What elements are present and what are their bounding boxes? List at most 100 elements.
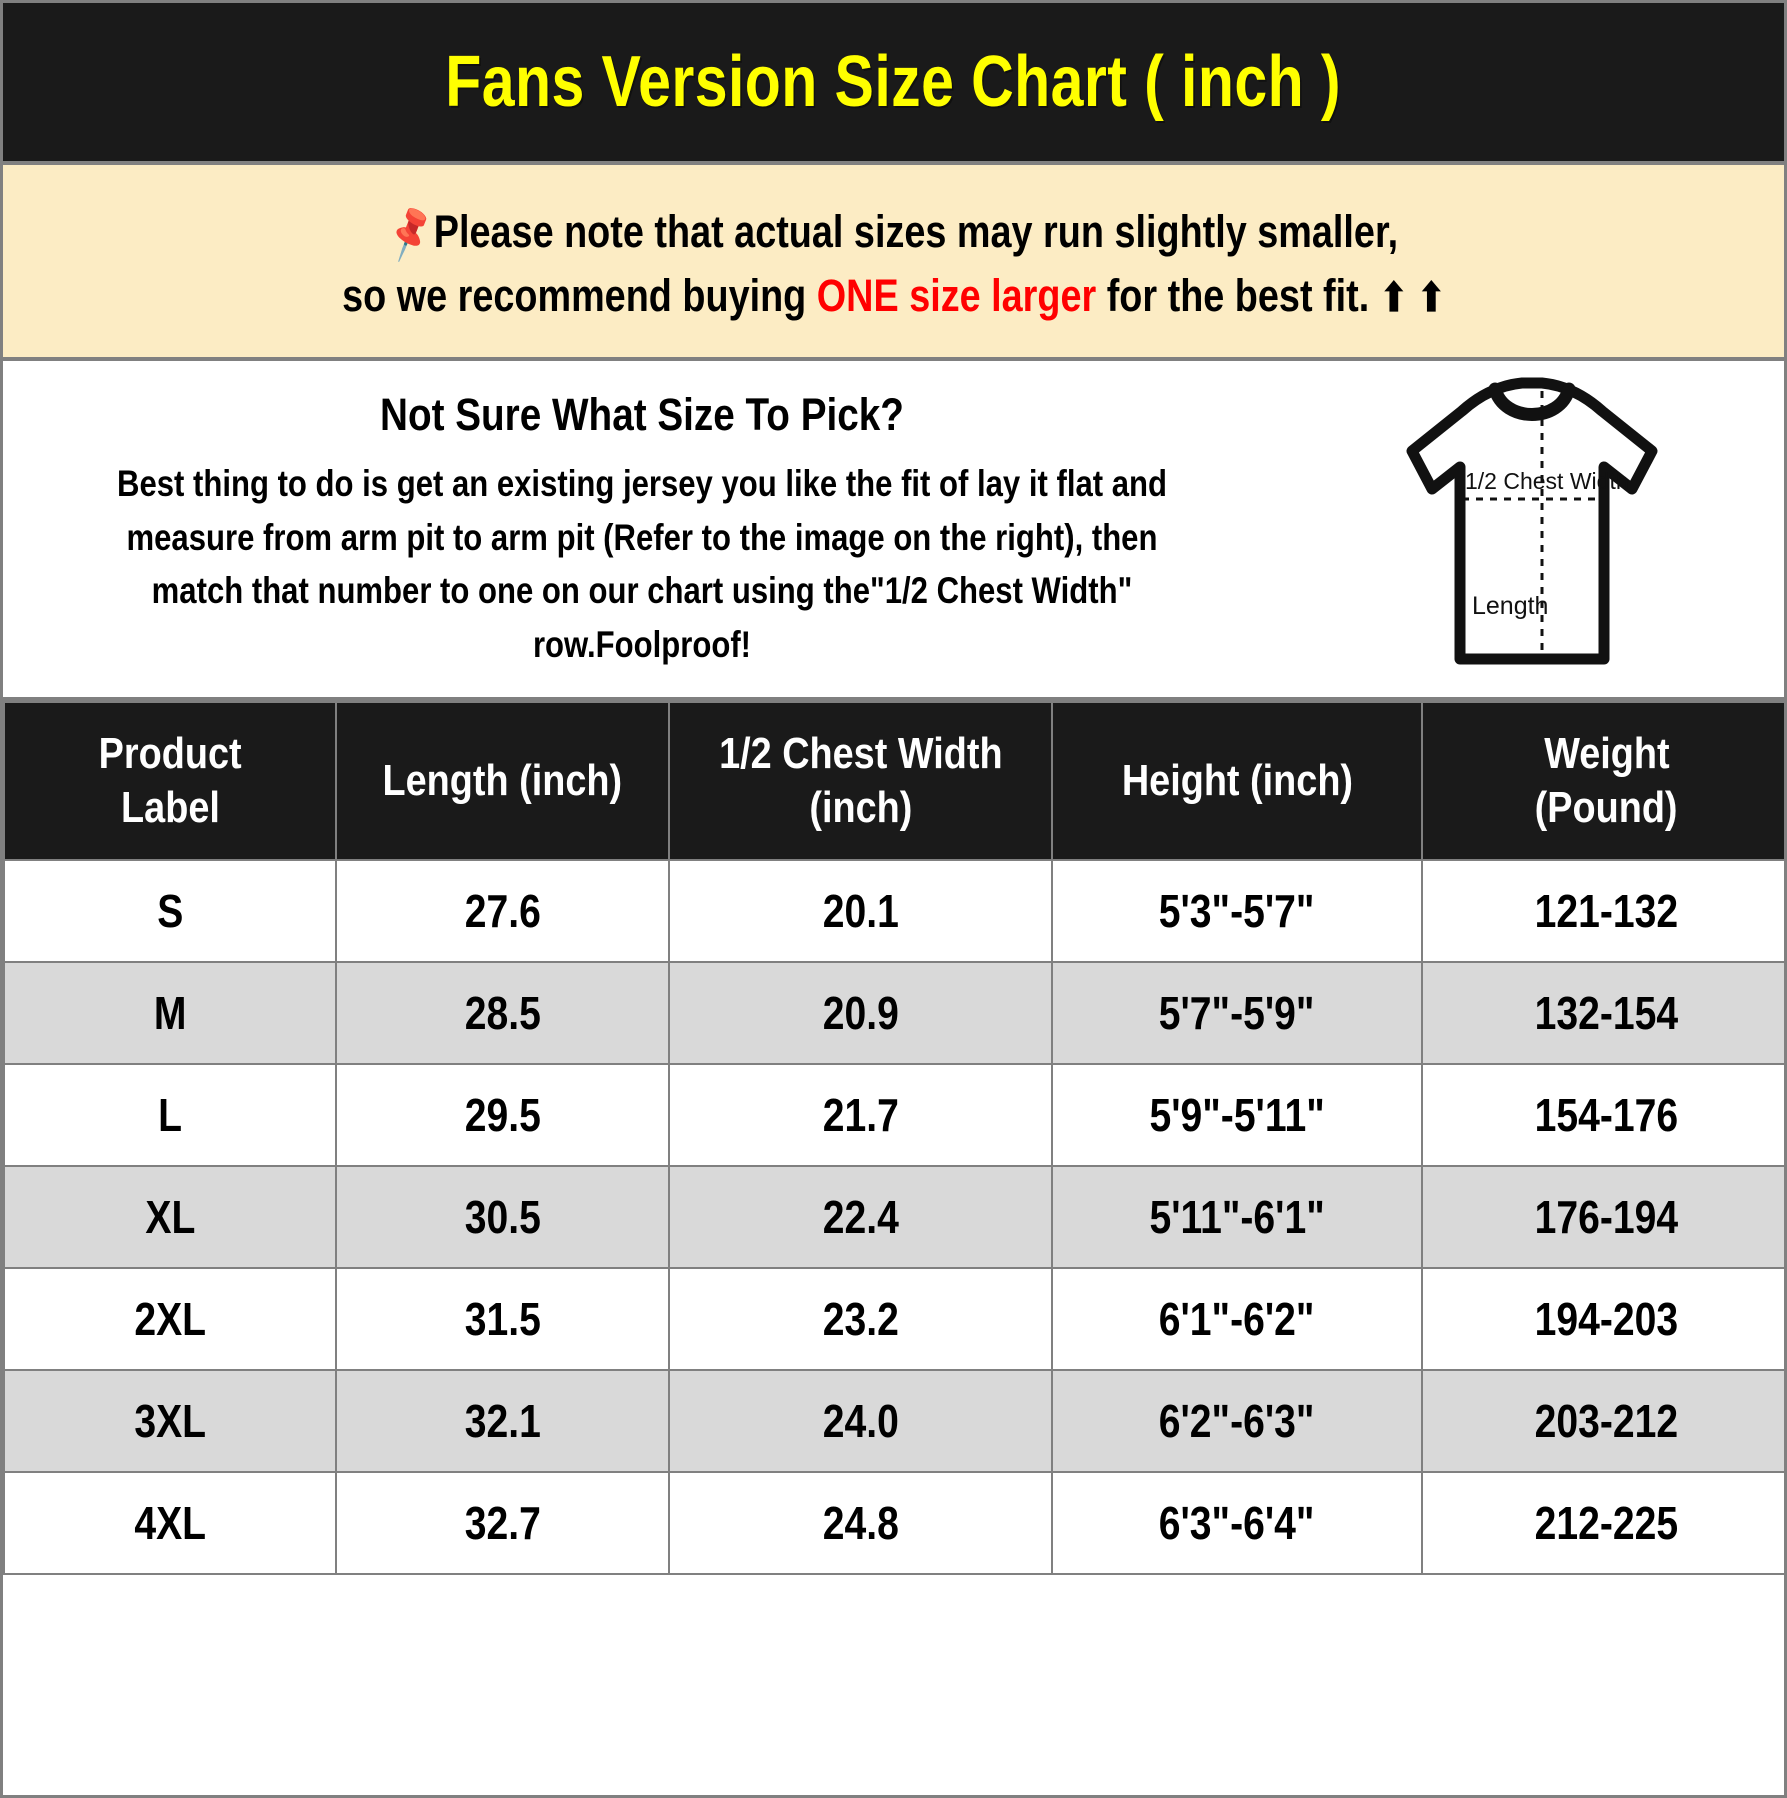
value: L [158,1089,182,1141]
cell-weight: 121-132 [1421,859,1784,963]
table-header-row: Product Label Length (inch) 1/2 Chest Wi… [3,701,1784,861]
value: 212-225 [1534,1497,1679,1549]
cell-product-label: 2XL [3,1267,337,1371]
cell-weight: 203-212 [1421,1369,1784,1473]
chest-width-label: 1/2 Chest Width [1465,468,1629,494]
value: 23.2 [822,1293,899,1345]
value: 6'2"-6'3" [1159,1395,1315,1447]
value: 5'7"-5'9" [1159,987,1315,1039]
page-title: Fans Version Size Chart ( inch ) [445,42,1342,122]
table-body: S 27.6 20.1 5'3"-5'7" 121-132 M 28.5 20.… [3,859,1784,1575]
value: 154-176 [1534,1089,1679,1141]
header-line-2: (inch) [808,783,912,832]
cell-half-chest: 24.0 [668,1369,1053,1473]
header-line-1: Height (inch) [1121,756,1353,806]
value: 24.0 [822,1395,899,1447]
table-row: 3XL 32.1 24.0 6'2"-6'3" 203-212 [3,1369,1784,1473]
value: 5'11"-6'1" [1149,1191,1325,1243]
column-header-weight: Weight (Pound) [1421,701,1784,861]
value: 3XL [134,1395,206,1447]
table-row: M 28.5 20.9 5'7"-5'9" 132-154 [3,961,1784,1065]
cell-height: 6'3"-6'4" [1051,1471,1423,1575]
cell-length: 31.5 [335,1267,670,1371]
cell-product-label: XL [3,1165,337,1269]
value: 22.4 [822,1191,899,1243]
value: 194-203 [1534,1293,1679,1345]
cell-weight: 132-154 [1421,961,1784,1065]
note-line-1-text: Please note that actual sizes may run sl… [434,206,1399,258]
value: S [156,885,184,937]
table-row: 2XL 31.5 23.2 6'1"-6'2" 194-203 [3,1267,1784,1371]
header-line-2: (Pound) [1535,783,1678,832]
value: XL [145,1191,195,1243]
cell-height: 5'9"-5'11" [1051,1063,1423,1167]
cell-weight: 212-225 [1421,1471,1784,1575]
cell-half-chest: 24.8 [668,1471,1053,1575]
header-line-1: Length (inch) [382,756,623,806]
header-line-1: 1/2 Chest Width [718,729,1003,779]
cell-half-chest: 21.7 [668,1063,1053,1167]
info-body-line-1: Best thing to do is get an existing jers… [116,463,1167,504]
tshirt-measurement-icon: 1/2 Chest Width Length [1406,377,1658,665]
size-chart-table: Product Label Length (inch) 1/2 Chest Wi… [3,701,1784,1575]
value: 5'9"-5'11" [1149,1089,1325,1141]
cell-product-label: 4XL [3,1471,337,1575]
length-label: Length [1472,592,1548,620]
tshirt-diagram-wrap: 1/2 Chest Width Length [1281,361,1784,671]
value: 6'1"-6'2" [1159,1293,1315,1345]
value: 31.5 [464,1293,541,1345]
up-arrow-icon: ⬆ ⬆ [1379,276,1446,320]
value: 20.1 [822,885,899,937]
header-line-1: Weight [1543,729,1670,779]
cell-length: 29.5 [335,1063,670,1167]
info-section: Not Sure What Size To Pick? Best thing t… [3,361,1784,701]
note-line-2: so we recommend buying ONE size larger f… [342,264,1445,328]
header-line-1: Product [98,729,242,779]
value: 132-154 [1534,987,1679,1039]
column-header-half-chest-width: 1/2 Chest Width (inch) [668,701,1053,861]
cell-height: 6'1"-6'2" [1051,1267,1423,1371]
cell-length: 28.5 [335,961,670,1065]
value: 2XL [134,1293,206,1345]
value: 121-132 [1534,885,1679,937]
value: 30.5 [464,1191,541,1243]
cell-half-chest: 22.4 [668,1165,1053,1269]
value: 176-194 [1534,1191,1679,1243]
table-row: XL 30.5 22.4 5'11"-6'1" 176-194 [3,1165,1784,1269]
info-body-line-2: measure from arm pit to arm pit (Refer t… [126,516,1158,558]
column-header-length: Length (inch) [335,701,670,861]
table-row: 4XL 32.7 24.8 6'3"-6'4" 212-225 [3,1471,1784,1575]
info-text-block: Not Sure What Size To Pick? Best thing t… [3,361,1281,672]
cell-length: 32.1 [335,1369,670,1473]
cell-product-label: M [3,961,337,1065]
column-header-height: Height (inch) [1051,701,1423,861]
value: 21.7 [822,1089,899,1141]
value: 28.5 [464,987,541,1039]
cell-length: 27.6 [335,859,670,963]
value: 5'3"-5'7" [1159,885,1315,937]
header-line-2: Label [120,783,220,832]
cell-length: 30.5 [335,1165,670,1269]
value: 24.8 [822,1497,899,1549]
cell-height: 5'11"-6'1" [1051,1165,1423,1269]
cell-height: 6'2"-6'3" [1051,1369,1423,1473]
value: 27.6 [464,885,541,937]
cell-length: 32.7 [335,1471,670,1575]
info-body-line-3: match that number to one on our chart us… [151,570,1133,612]
note-line-1: 📌Please note that actual sizes may run s… [383,200,1399,264]
value: 4XL [134,1497,206,1549]
title-banner: Fans Version Size Chart ( inch ) [3,3,1784,165]
note-highlight: ONE size larger [816,270,1096,321]
pushpin-icon: 📌 [383,201,438,264]
info-body-line-4: row.Foolproof! [532,623,752,665]
value: 203-212 [1534,1395,1679,1447]
table-row: L 29.5 21.7 5'9"-5'11" 154-176 [3,1063,1784,1167]
value: 6'3"-6'4" [1159,1497,1315,1549]
table-row: S 27.6 20.1 5'3"-5'7" 121-132 [3,859,1784,963]
cell-half-chest: 20.9 [668,961,1053,1065]
value: 29.5 [464,1089,541,1141]
cell-half-chest: 23.2 [668,1267,1053,1371]
cell-product-label: S [3,859,337,963]
cell-half-chest: 20.1 [668,859,1053,963]
